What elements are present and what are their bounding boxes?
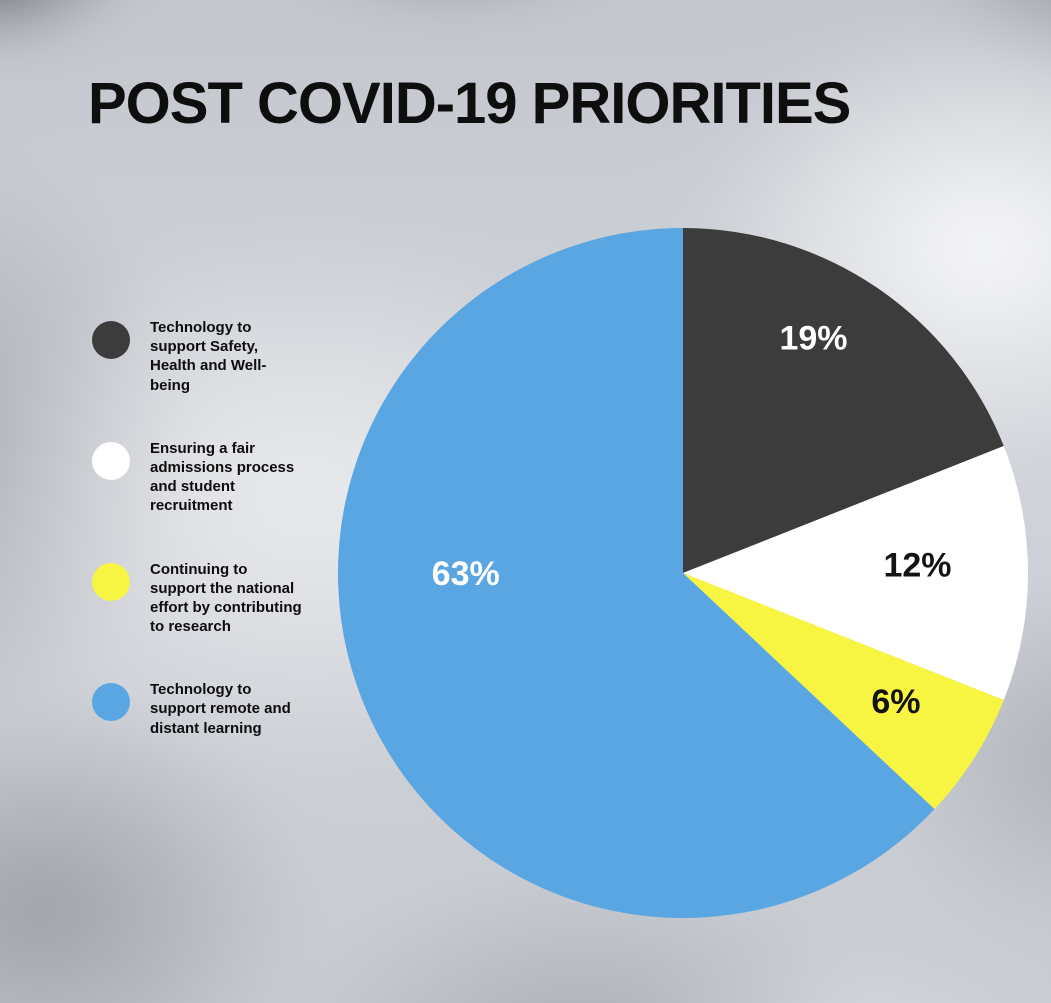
legend-swatch [92,683,130,722]
legend-item: Technology to support remote and distant… [92,680,335,738]
legend-item: Technology to support Safety, Health and… [92,318,335,395]
pie-slice-1 [683,228,1004,573]
pie-chart-container: 19% 12% 6% 63% [338,228,1028,918]
pie-percent-label: 6% [871,683,920,721]
legend-swatch [92,562,130,601]
pie-percent-label: 19% [779,320,847,358]
pie-percent-label: 63% [432,555,500,593]
pie-slice-3 [683,573,1004,810]
legend-swatch [92,321,130,359]
pie-slice-2 [683,446,1028,700]
legend: Technology to support Safety, Health and… [92,318,335,738]
legend-label: Technology to support remote and distant… [150,681,291,737]
legend-swatch [92,441,130,480]
legend-item: Ensuring a fair admissions process and s… [92,439,335,516]
pie-chart: 19% 12% 6% 63% [338,228,1028,918]
legend-item: Continuing to support the national effor… [92,560,335,637]
legend-label: Ensuring a fair admissions process and s… [150,439,295,515]
pie-percent-label: 12% [883,547,951,585]
legend-label: Continuing to support the national effor… [150,560,302,636]
pie-slice-4 [338,228,935,918]
legend-label: Technology to support Safety, Health and… [150,319,267,394]
chart-title: POST COVID-19 PRIORITIES [88,71,851,136]
